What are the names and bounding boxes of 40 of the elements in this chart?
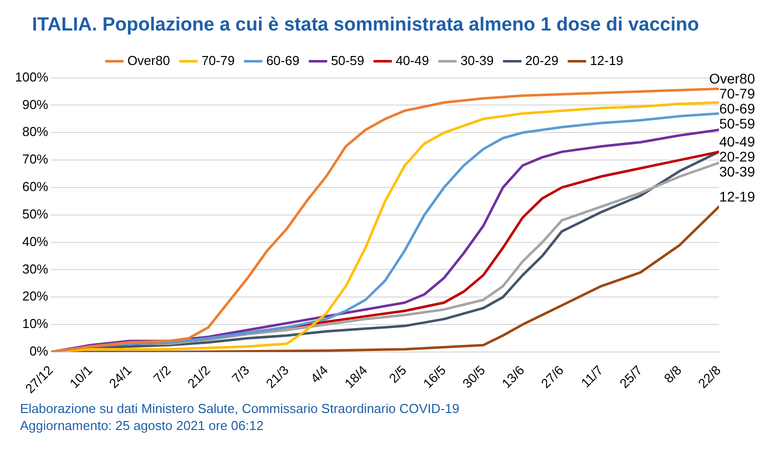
x-tick-label: 10/1 xyxy=(66,362,96,392)
text: 70-79 xyxy=(719,86,755,102)
y-tick-label: 80% xyxy=(22,124,49,140)
legend-label: 50-59 xyxy=(330,52,364,68)
legend-label: Over80 xyxy=(127,52,170,68)
x-tick-label: 18/4 xyxy=(342,362,370,392)
y-tick-label: 60% xyxy=(22,179,49,194)
legend-label: 12-19 xyxy=(590,52,624,68)
y-tick-label: 90% xyxy=(22,96,49,112)
text: 60-69 xyxy=(719,100,755,117)
legend-label: 60-69 xyxy=(266,52,300,68)
chart-title: ITALIA. Popolazione a cui è stata somministrata almeno 1 dose di vaccino xyxy=(32,14,699,36)
text: Elaborazione su dati Ministero Salute, Commissario Straordinario COVID-19 xyxy=(20,400,460,417)
text: 30-39 xyxy=(719,164,755,180)
y-tick-label: 10% xyxy=(22,316,49,332)
x-tick-label: 13/6 xyxy=(498,362,528,392)
legend-label: 40-49 xyxy=(396,52,429,68)
text: 20-29 xyxy=(719,148,755,165)
x-tick-label: 2/5 xyxy=(386,362,410,386)
x-tick-label: 8/8 xyxy=(660,362,684,386)
legend-label: 70-79 xyxy=(201,52,235,68)
legend-label: 30-39 xyxy=(460,52,494,68)
text: Aggiornamento: 25 agosto 2021 ore 06:12 xyxy=(20,417,265,434)
x-tick-label: 24/1 xyxy=(106,362,134,392)
text: Over80 xyxy=(709,70,755,87)
text: 12-19 xyxy=(719,188,755,205)
x-tick-label: 4/4 xyxy=(307,362,331,386)
text: 50-59 xyxy=(719,116,755,132)
legend-label: 20-29 xyxy=(525,52,558,68)
y-tick-label: 70% xyxy=(22,152,49,167)
x-tick-label: 7/2 xyxy=(150,362,174,386)
y-tick-label: 30% xyxy=(22,261,49,276)
y-tick-label: 40% xyxy=(22,234,49,249)
x-tick-label: 7/3 xyxy=(228,362,252,386)
text: 40-49 xyxy=(719,134,755,150)
x-tick-label: 30/5 xyxy=(459,362,488,392)
y-tick-label: 100% xyxy=(15,69,49,84)
y-tick-label: 20% xyxy=(22,288,49,304)
y-tick-label: 50% xyxy=(22,206,49,222)
y-tick-label: 0% xyxy=(29,344,49,359)
